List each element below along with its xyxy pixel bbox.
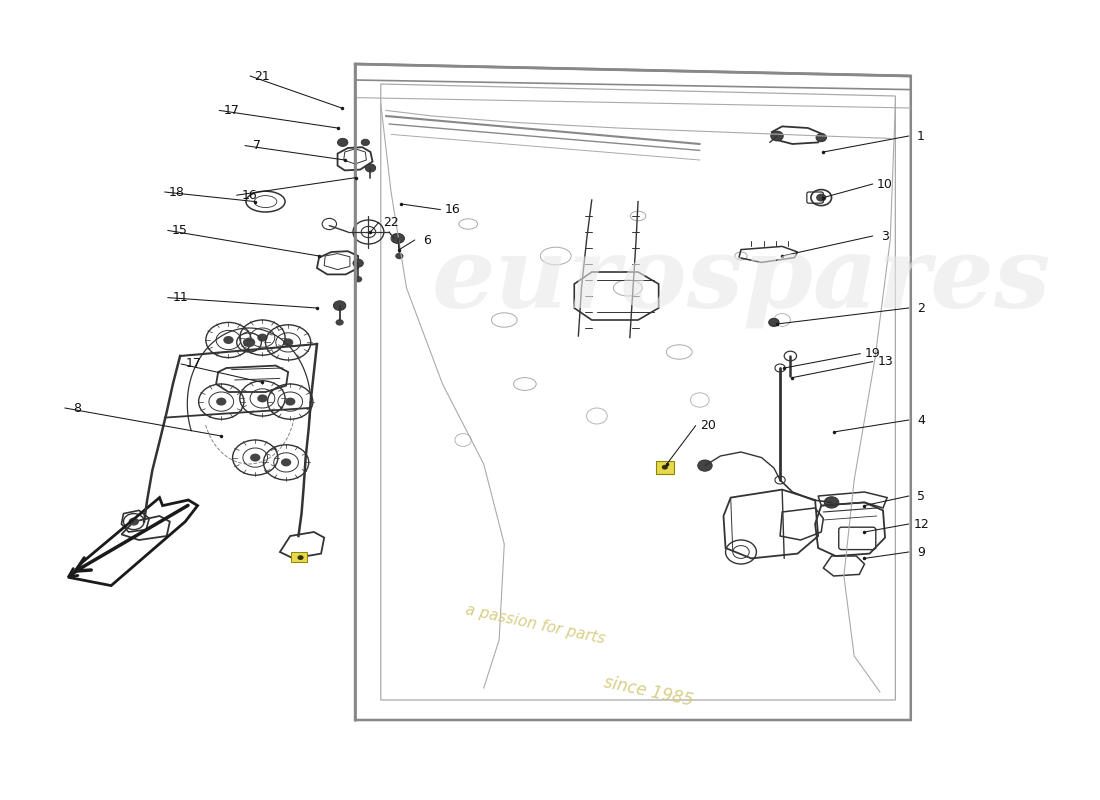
Text: eurospares: eurospares: [431, 232, 1050, 328]
Circle shape: [285, 398, 296, 406]
Text: 13: 13: [877, 355, 893, 368]
Text: 19: 19: [865, 347, 881, 360]
Text: since 1985: since 1985: [602, 674, 695, 710]
Text: 22: 22: [383, 216, 399, 229]
Circle shape: [223, 336, 233, 344]
Circle shape: [697, 460, 712, 471]
Circle shape: [338, 138, 348, 146]
Circle shape: [395, 253, 404, 259]
Text: 21: 21: [254, 70, 271, 82]
Text: 16: 16: [444, 203, 461, 216]
Circle shape: [257, 334, 267, 342]
Text: 12: 12: [913, 518, 930, 530]
Circle shape: [297, 555, 304, 560]
Text: 10: 10: [877, 178, 893, 190]
Text: 15: 15: [173, 224, 188, 237]
Text: a passion for parts: a passion for parts: [464, 602, 606, 646]
Circle shape: [769, 318, 779, 326]
Text: 18: 18: [169, 186, 185, 198]
Text: 3: 3: [881, 230, 889, 242]
Text: 2: 2: [917, 302, 925, 314]
Circle shape: [257, 394, 267, 402]
Circle shape: [336, 319, 343, 326]
Text: 8: 8: [74, 402, 81, 414]
Text: 1: 1: [917, 130, 925, 142]
Circle shape: [250, 454, 261, 462]
Circle shape: [280, 458, 292, 466]
Circle shape: [662, 465, 668, 470]
Text: 20: 20: [700, 419, 716, 432]
Circle shape: [353, 259, 363, 267]
Circle shape: [129, 518, 139, 526]
Circle shape: [243, 338, 255, 347]
Text: 6: 6: [424, 234, 431, 246]
Circle shape: [333, 301, 345, 310]
FancyBboxPatch shape: [292, 552, 307, 562]
Text: 7: 7: [253, 139, 262, 152]
FancyBboxPatch shape: [656, 461, 674, 474]
Circle shape: [361, 139, 370, 146]
Circle shape: [216, 398, 227, 406]
Circle shape: [816, 194, 826, 202]
Circle shape: [283, 338, 294, 346]
Circle shape: [824, 497, 838, 508]
Text: 9: 9: [917, 546, 925, 558]
Circle shape: [392, 234, 405, 243]
Circle shape: [365, 164, 375, 172]
Circle shape: [816, 134, 826, 142]
Circle shape: [771, 131, 783, 141]
Text: 5: 5: [917, 490, 925, 502]
Text: 17: 17: [186, 358, 201, 370]
Text: 16: 16: [241, 189, 257, 202]
Text: 11: 11: [173, 291, 188, 304]
Circle shape: [354, 276, 362, 282]
Text: 17: 17: [223, 104, 240, 117]
Text: 4: 4: [917, 414, 925, 426]
